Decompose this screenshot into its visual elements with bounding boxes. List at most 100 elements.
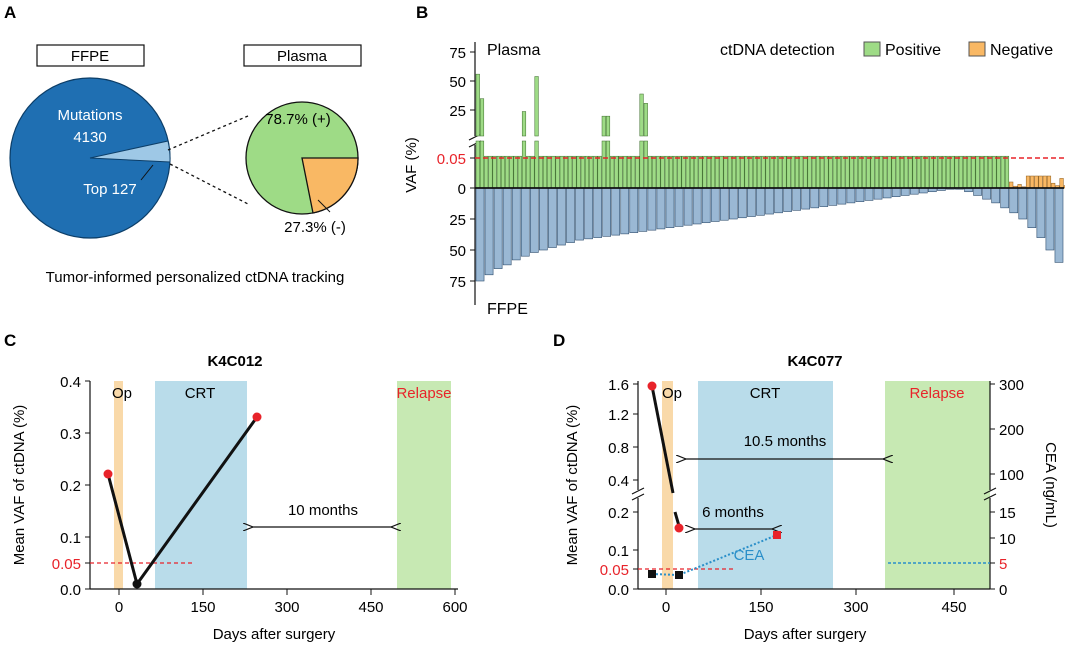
d-crt-label: CRT xyxy=(750,385,781,402)
b-ticklabel-005: 0.05 xyxy=(437,151,466,168)
ffpe-bar xyxy=(1036,187,1046,238)
plasma-bar-positive-upper xyxy=(643,103,648,137)
plasma-bar-positive xyxy=(899,155,905,189)
c-relapse-band xyxy=(397,381,451,589)
plasma-bar-positive xyxy=(811,155,816,189)
b-ticklabel-25: 25 xyxy=(449,103,466,120)
negative-pct-label: 27.3% (-) xyxy=(284,219,346,236)
plasma-bar-positive xyxy=(505,155,510,189)
d-axis-break-left-2 xyxy=(631,493,645,501)
plasma-bar-positive-upper xyxy=(475,73,480,137)
b-legend-title: ctDNA detection xyxy=(720,42,835,59)
ffpe-bar xyxy=(873,187,883,200)
c-op-label: Op xyxy=(112,385,132,402)
plasma-bar-positive xyxy=(807,155,812,189)
ffpe-bar xyxy=(991,187,1000,204)
plasma-bar-positive xyxy=(555,155,560,189)
ffpe-bar xyxy=(828,187,838,206)
plasma-bar-positive xyxy=(853,155,858,189)
d-axis-break-right-1 xyxy=(983,487,997,495)
plasma-bar-positive-upper xyxy=(639,93,644,137)
ffpe-box-label: FFPE xyxy=(71,48,109,65)
plasma-bar-positive xyxy=(916,155,921,189)
plasma-bar-positive xyxy=(719,155,724,189)
plasma-bar-positive xyxy=(673,155,678,189)
c-xticklabel-600: 600 xyxy=(442,599,467,616)
plasma-bar-positive xyxy=(832,155,837,189)
plasma-bar-positive xyxy=(618,155,623,189)
c-title: K4C012 xyxy=(207,353,262,370)
panel-c: C K4C012 Op CRT Relapse 0.4 0.3 0.2 0.1 … xyxy=(4,331,468,643)
ffpe-box xyxy=(36,44,145,67)
ffpe-bar xyxy=(502,187,512,266)
top127-label: Top 127 xyxy=(83,181,136,198)
connector-top xyxy=(167,115,249,151)
plasma-bar-positive xyxy=(815,155,821,189)
c-op-band xyxy=(114,381,123,589)
c-ylabel: Mean VAF of ctDNA (%) xyxy=(11,405,28,566)
d-yticklabel-005: 0.05 xyxy=(600,562,629,579)
ffpe-bar xyxy=(692,187,702,225)
d-cea-point-3 xyxy=(773,531,781,539)
plasma-bar-positive xyxy=(992,155,997,189)
plasma-bar-positive xyxy=(484,155,489,189)
plasma-bar-positive xyxy=(736,155,741,189)
plasma-bar-positive xyxy=(920,155,926,189)
d-yticklabel-04: 0.4 xyxy=(608,473,629,490)
plasma-bar-positive xyxy=(841,155,846,189)
plasma-bar-positive xyxy=(664,155,669,189)
d-rticklabel-5: 5 xyxy=(999,556,1007,573)
d-vaf-line-upper xyxy=(650,385,675,494)
d-cea-label: CEA xyxy=(734,547,765,564)
b-legend-negative: Negative xyxy=(990,42,1053,59)
ffpe-bar xyxy=(738,187,747,219)
ffpe-bar xyxy=(575,187,584,241)
plasma-bar-positive xyxy=(559,155,564,189)
d-rticklabel-0: 0 xyxy=(999,582,1007,599)
d-rticklabel-300: 300 xyxy=(999,377,1024,394)
d-op-label: Op xyxy=(662,385,682,402)
plasma-bar-positive xyxy=(727,155,732,189)
plasma-bar-positive xyxy=(941,155,947,189)
plasma-bar-positive xyxy=(698,155,703,189)
d-yticklabel-08: 0.8 xyxy=(608,440,629,457)
ffpe-bar xyxy=(1027,187,1037,228)
plasma-bar-positive xyxy=(597,155,602,189)
ffpe-bar xyxy=(674,187,684,227)
d-axis-break-right-2 xyxy=(983,493,997,501)
d-vaf-point-2 xyxy=(674,523,684,533)
plasma-bar-positive xyxy=(933,155,938,189)
d-op-band xyxy=(662,381,673,589)
plasma-bar-positive xyxy=(521,140,527,189)
negative-leader xyxy=(317,199,331,213)
d-yticklabel-12: 1.2 xyxy=(608,407,629,424)
plasma-bar-positive xyxy=(509,155,514,189)
mutations-label: Mutations xyxy=(57,107,122,124)
plasma-bar-positive xyxy=(748,155,753,189)
plasma-bar-positive-upper xyxy=(479,98,485,137)
plasma-bar-positive xyxy=(689,155,695,189)
plasma-bar-positive xyxy=(845,155,850,189)
plasma-bar-positive xyxy=(744,155,749,189)
d-cea-point-2 xyxy=(675,571,683,579)
panel-letter-a: A xyxy=(4,3,16,22)
c-xticklabel-450: 450 xyxy=(358,599,383,616)
plasma-bar-positive xyxy=(908,155,913,189)
ffpe-bar xyxy=(710,187,720,222)
c-xticklabel-150: 150 xyxy=(190,599,215,616)
ffpe-bar xyxy=(819,187,829,207)
c-crt-band xyxy=(155,381,247,589)
ffpe-bar xyxy=(656,187,666,230)
ffpe-bar xyxy=(593,187,602,238)
ffpe-bar xyxy=(855,187,865,202)
ffpe-bar xyxy=(783,187,792,212)
ffpe-bar xyxy=(728,187,738,220)
plasma-bar-positive xyxy=(589,155,594,189)
plasma-bar-positive xyxy=(883,155,888,189)
d-title: K4C077 xyxy=(787,353,842,370)
plasma-bar-positive xyxy=(757,155,762,189)
ffpe-bar xyxy=(719,187,729,221)
d-interval-long-label: 10.5 months xyxy=(744,433,827,450)
plasma-bar-positive-upper xyxy=(521,111,527,137)
c-yticklabel-03: 0.3 xyxy=(60,426,81,443)
